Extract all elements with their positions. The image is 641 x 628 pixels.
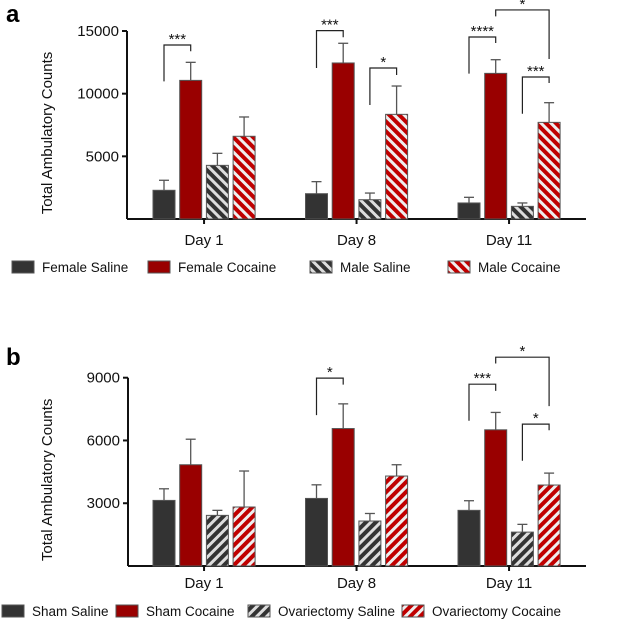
bar [537,121,561,220]
bar [331,62,355,220]
y-axis-label: Total Ambulatory Counts [39,399,56,562]
bar [385,113,409,220]
legend-label: Female Cocaine [178,260,276,275]
significance-bracket [468,383,497,421]
x-tick-label: Day 1 [184,575,223,592]
significance-label: * [327,364,333,381]
legend-swatch [247,604,271,618]
significance-bracket [369,67,398,105]
bar [152,499,176,567]
y-tick-label: 15000 [77,23,119,40]
significance-bracket [521,76,550,114]
legend-label: Male Cocaine [478,260,561,275]
y-tick-label: 3000 [87,495,120,512]
bar [331,428,355,567]
legend-label: Ovariectomy Cocaine [432,604,561,619]
legend-label: Female Saline [42,260,128,275]
bar [152,189,176,220]
y-axis-label: Total Ambulatory Counts [39,52,56,215]
significance-label: *** [169,31,187,48]
significance-bracket [163,44,192,82]
legend-swatch [11,260,35,274]
significance-bracket [495,9,550,59]
significance-bracket [315,30,344,68]
x-tick-label: Day 11 [486,575,532,592]
bar [484,429,508,567]
legend-swatch [401,604,425,618]
bar [205,514,229,567]
bar [179,464,203,567]
significance-label: * [519,343,525,360]
bar [385,475,409,567]
bar [510,205,534,220]
panel-label: a [6,1,20,28]
significance-bracket [521,423,550,461]
legend-label: Sham Saline [32,604,109,619]
legend-swatch [147,260,171,274]
legend-label: Male Saline [340,260,411,275]
x-tick-label: Day 1 [184,232,223,249]
panel-a: a Total Ambulatory Counts 5000 10000 15000 Da… [6,0,586,275]
x-tick-label: Day 11 [486,232,532,249]
bar [537,484,561,567]
legend-swatch [309,260,333,274]
bar [232,135,256,220]
panel-label: b [6,344,21,371]
significance-label: *** [321,17,339,34]
bar [232,506,256,567]
significance-label: * [533,410,539,427]
bar [457,202,481,220]
significance-bracket [315,377,344,416]
bar [358,199,382,220]
panel-b: b Total Ambulatory Counts 3000 6000 9000 Day … [1,343,586,619]
y-tick-label: 10000 [77,86,119,103]
significance-label: * [519,0,525,13]
significance-bracket [495,356,550,407]
significance-label: *** [527,63,545,80]
y-tick-label: 9000 [87,370,120,387]
legend-swatch [1,604,25,618]
significance-label: *** [474,370,492,387]
legend-label: Ovariectomy Saline [278,604,395,619]
bar [358,520,382,567]
legend-swatch [447,260,471,274]
x-tick-label: Day 8 [337,232,376,249]
y-tick-label: 6000 [87,432,120,449]
bar [305,497,328,567]
bar [205,164,229,220]
legend-label: Sham Cocaine [146,604,235,619]
bar [305,193,328,220]
legend-swatch [115,604,139,618]
bar [179,79,203,220]
bar [484,72,508,220]
bar [457,509,481,567]
y-tick-label: 5000 [86,148,119,165]
x-tick-label: Day 8 [337,575,376,592]
significance-bracket [468,36,497,74]
significance-label: * [380,54,386,71]
significance-label: **** [471,23,495,40]
bar [510,531,534,567]
